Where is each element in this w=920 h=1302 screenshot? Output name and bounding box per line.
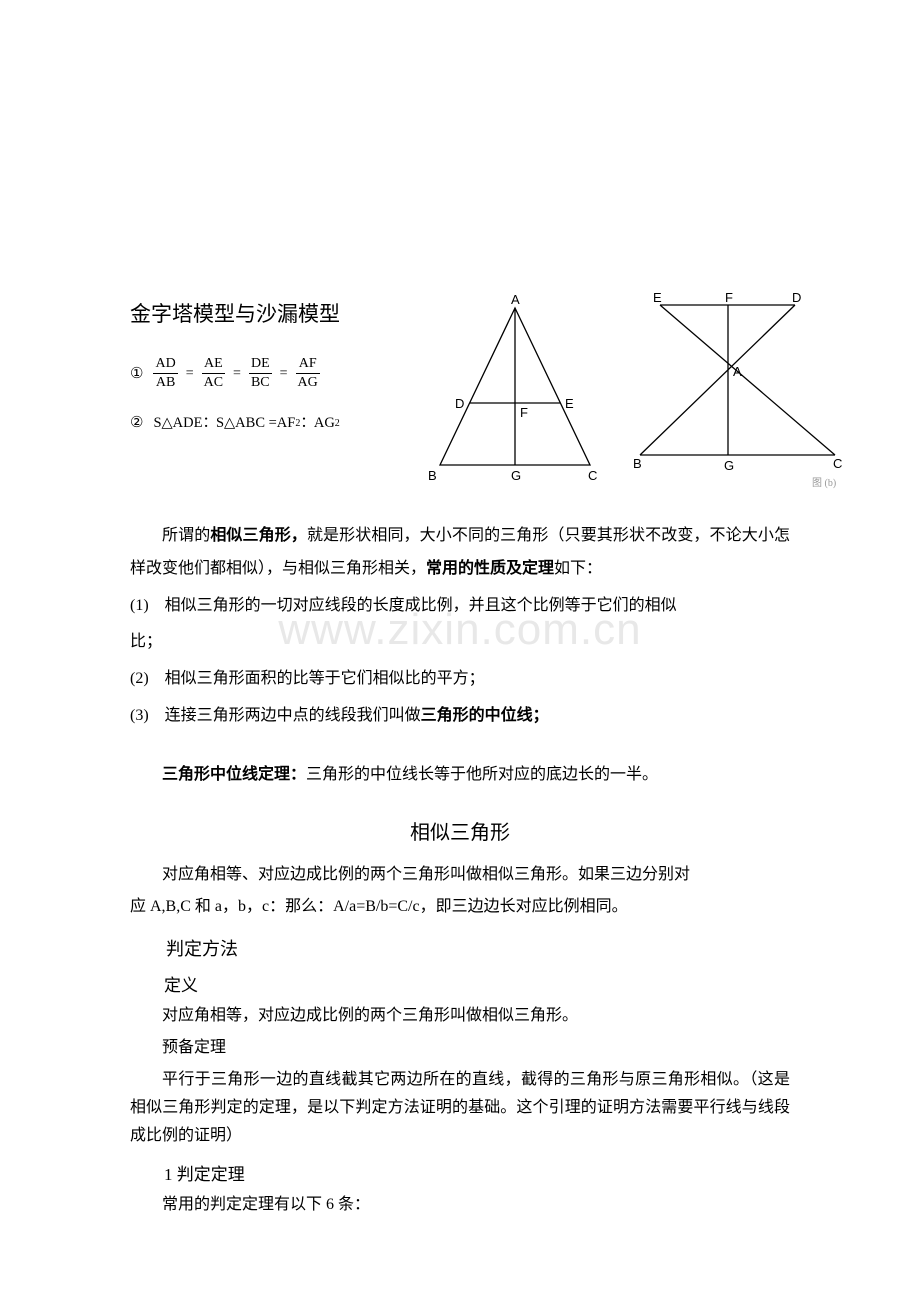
frac-2: AE AC [202,356,225,391]
intro-b: 相似三角形， [210,527,307,544]
bar [249,373,272,374]
lbl-F: F [520,405,528,420]
lbl-A: A [511,292,520,307]
bar [202,373,225,374]
p-th1: 常用的判定定理有以下 6 条： [130,1191,790,1219]
eq: = [278,366,290,382]
eq: = [231,366,243,382]
item-3: (3) 连接三角形两边中点的线段我们叫做三角形的中位线； [130,700,790,733]
item-1-line2: 比； [130,626,790,659]
hourglass-diagram: E F D A B G C 图 (b) [630,290,850,490]
f2-colon2: ： [300,411,314,432]
item3-b: 三角形的中位线； [421,707,549,724]
f2-a: S△ADE [153,415,202,432]
frac-3: DE BC [249,356,272,391]
lbl-G: G [724,458,734,473]
den: AB [154,375,177,391]
f2-c: AG [314,415,335,432]
section-title: 相似三角形 [130,816,790,845]
formula-2: ② S△ADE ： S△ABC =AF 2 ： AG 2 [130,411,420,432]
frac-1: AD AB [153,356,177,391]
den: BC [249,375,272,391]
midline-theorem: 三角形中位线定理：三角形的中位线长等于他所对应的底边长的一半。 [130,759,790,792]
lbl-B: B [428,468,437,483]
bar [296,373,320,374]
f2-b: S△ABC =AF [216,415,295,432]
lbl-D: D [455,396,464,411]
item3-a: (3) 连接三角形两边中点的线段我们叫做 [130,707,421,724]
page-content: 金字塔模型与沙漏模型 ① AD AB = AE AC = [130,290,790,1219]
intro-d: 常用的性质及定理 [426,560,554,577]
eq: = [184,366,196,382]
lbl-E: E [653,290,662,305]
header-section: 金字塔模型与沙漏模型 ① AD AB = AE AC = [130,290,790,490]
lbl-A: A [733,364,742,379]
heading-def: 定义 [130,971,790,996]
diagram-group: A B C D E F G [420,290,850,490]
p2a: 对应角相等、对应边成比例的两个三角形叫做相似三角形。如果三边分别对 [130,861,790,889]
p2b: 应 A,B,C 和 a，b，c：那么：A/a=B/b=C/c，即三边边长对应比例… [130,893,790,921]
formula-1: ① AD AB = AE AC = DE [130,356,420,391]
heading-judge: 判定方法 [130,935,790,961]
intro-e: 如下： [554,560,602,577]
num: AD [153,356,177,372]
f2-sup2: 2 [335,418,340,429]
lbl-C: C [833,456,842,471]
main-title: 金字塔模型与沙漏模型 [130,298,420,328]
lbl-D: D [792,290,801,305]
item-2: (2) 相似三角形面积的比等于它们相似比的平方； [130,663,790,696]
corner-label: 图 (b) [812,477,836,489]
item-1-line1: (1) 相似三角形的一切对应线段的长度成比例，并且这个比例等于它们的相似 [130,590,790,623]
intro-a: 所谓的 [162,527,210,544]
lbl-F: F [725,290,733,305]
marker-1: ① [130,364,143,383]
den: AG [296,375,320,391]
frac-4: AF AG [296,356,320,391]
p-def: 对应角相等，对应边成比例的两个三角形叫做相似三角形。 [130,1002,790,1030]
f2-sup1: 2 [295,418,300,429]
lbl-E: E [565,396,574,411]
lbl-B: B [633,456,642,471]
f2-colon1: ： [202,411,216,432]
lbl-G: G [511,468,521,483]
midline-b: 三角形的中位线长等于他所对应的底边长的一半。 [306,766,658,783]
header-left: 金字塔模型与沙漏模型 ① AD AB = AE AC = [130,290,420,452]
bar [153,373,177,374]
pyramid-diagram: A B C D E F G [420,290,610,490]
intro-paragraph: 所谓的相似三角形，就是形状相同，大小不同的三角形（只要其形状不改变，不论大小怎样… [130,520,790,586]
num: AF [297,356,319,372]
den: AC [202,375,225,391]
midline-a: 三角形中位线定理： [162,766,306,783]
p-prep-body: 平行于三角形一边的直线截其它两边所在的直线，截得的三角形与原三角形相似。（这是相… [130,1066,790,1150]
marker-2: ② [130,413,143,432]
num: AE [202,356,225,372]
lbl-C: C [588,468,597,483]
num: DE [249,356,272,372]
heading-th1: 1 判定定理 [130,1160,790,1185]
fraction-group: AD AB = AE AC = DE BC [153,356,319,391]
p-prep-label: 预备定理 [130,1034,790,1062]
